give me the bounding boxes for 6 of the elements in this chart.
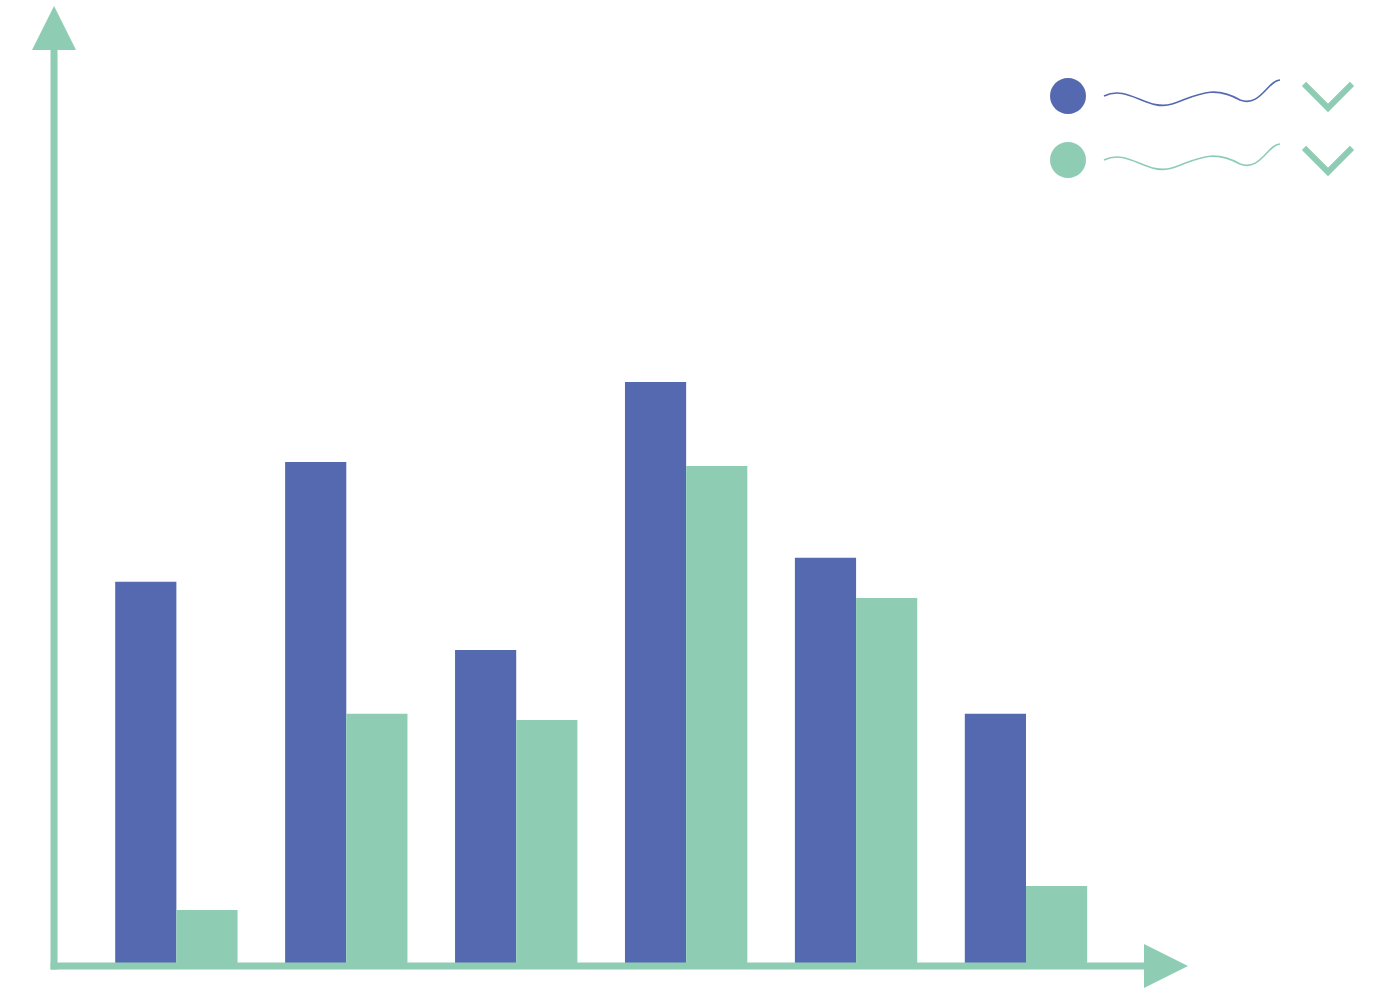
bar: [285, 461, 347, 966]
bar: [794, 557, 857, 966]
bar: [624, 381, 687, 966]
bar: [964, 713, 1026, 966]
bar: [455, 650, 517, 966]
bar: [115, 581, 177, 966]
